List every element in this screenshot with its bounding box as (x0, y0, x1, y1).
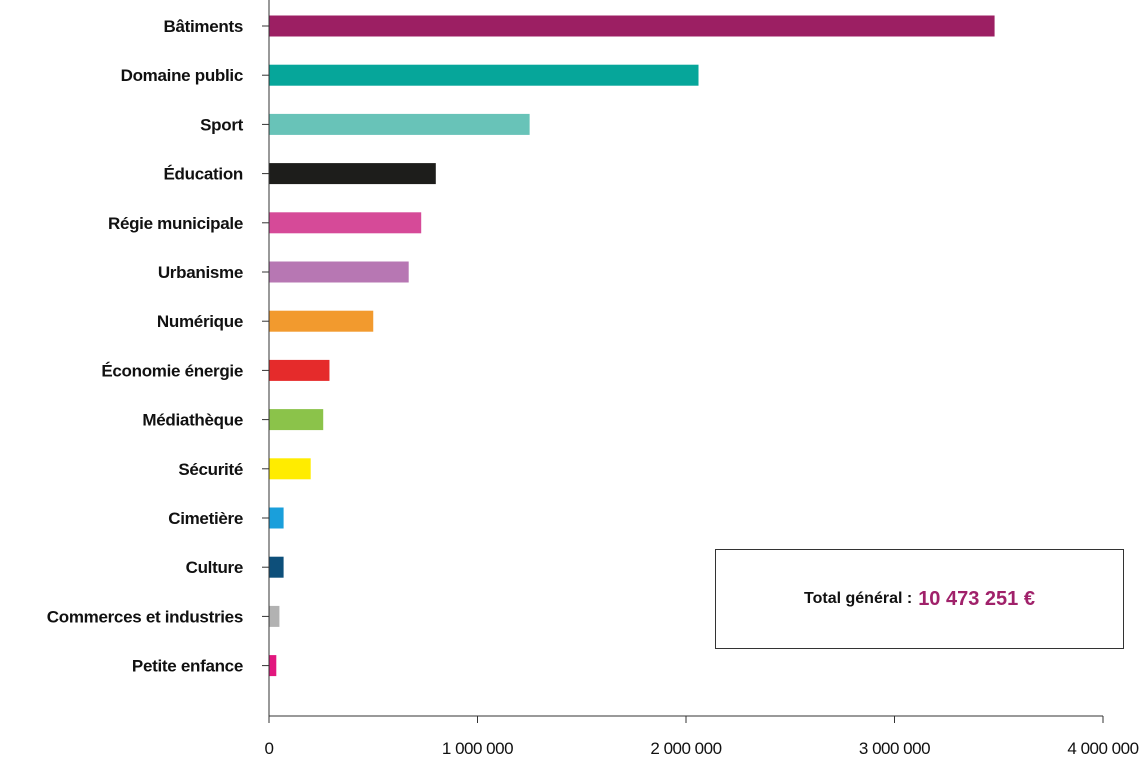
category-labels: Bâtiments Domaine public Sport Éducation Rég… (47, 17, 244, 676)
x-tick-label: 0 (265, 739, 274, 758)
category-label: Éducation (164, 165, 243, 184)
x-tick-label: 2 000 000 (650, 739, 721, 758)
bar (269, 605, 280, 627)
bar (269, 261, 409, 283)
category-label: Sécurité (178, 460, 243, 479)
total-box: Total général : 10 473 251 € (715, 549, 1124, 649)
category-label: Urbanisme (158, 263, 243, 282)
x-tick-labels: 0 1 000 000 2 000 000 3 000 000 4 000 000 (265, 739, 1140, 758)
bar (269, 310, 374, 332)
category-label: Culture (186, 558, 243, 577)
category-label: Régie municipale (108, 214, 243, 233)
category-label: Petite enfance (132, 657, 243, 676)
x-tick-label: 3 000 000 (859, 739, 930, 758)
bar (269, 556, 284, 578)
category-label: Bâtiments (164, 17, 244, 36)
bar (269, 15, 995, 37)
axes (262, 0, 1104, 723)
x-tick-label: 1 000 000 (442, 739, 513, 758)
bar (269, 212, 422, 234)
category-label: Économie énergie (101, 361, 243, 380)
bar (269, 113, 530, 135)
x-tick-label: 4 000 000 (1067, 739, 1138, 758)
category-label: Numérique (157, 312, 243, 331)
category-label: Médiathèque (142, 411, 243, 430)
total-label: Total général : (804, 590, 913, 607)
category-label: Commerces et industries (47, 607, 243, 626)
category-label: Domaine public (121, 66, 243, 85)
bar (269, 458, 311, 480)
category-label: Sport (200, 115, 244, 134)
bar (269, 163, 436, 185)
bars-group (269, 15, 995, 677)
bar (269, 655, 277, 677)
bar (269, 507, 284, 529)
total-value: 10 473 251 € (918, 587, 1035, 610)
bar (269, 64, 699, 86)
bar (269, 359, 330, 381)
bar (269, 409, 324, 431)
category-label: Cimetière (168, 509, 243, 528)
